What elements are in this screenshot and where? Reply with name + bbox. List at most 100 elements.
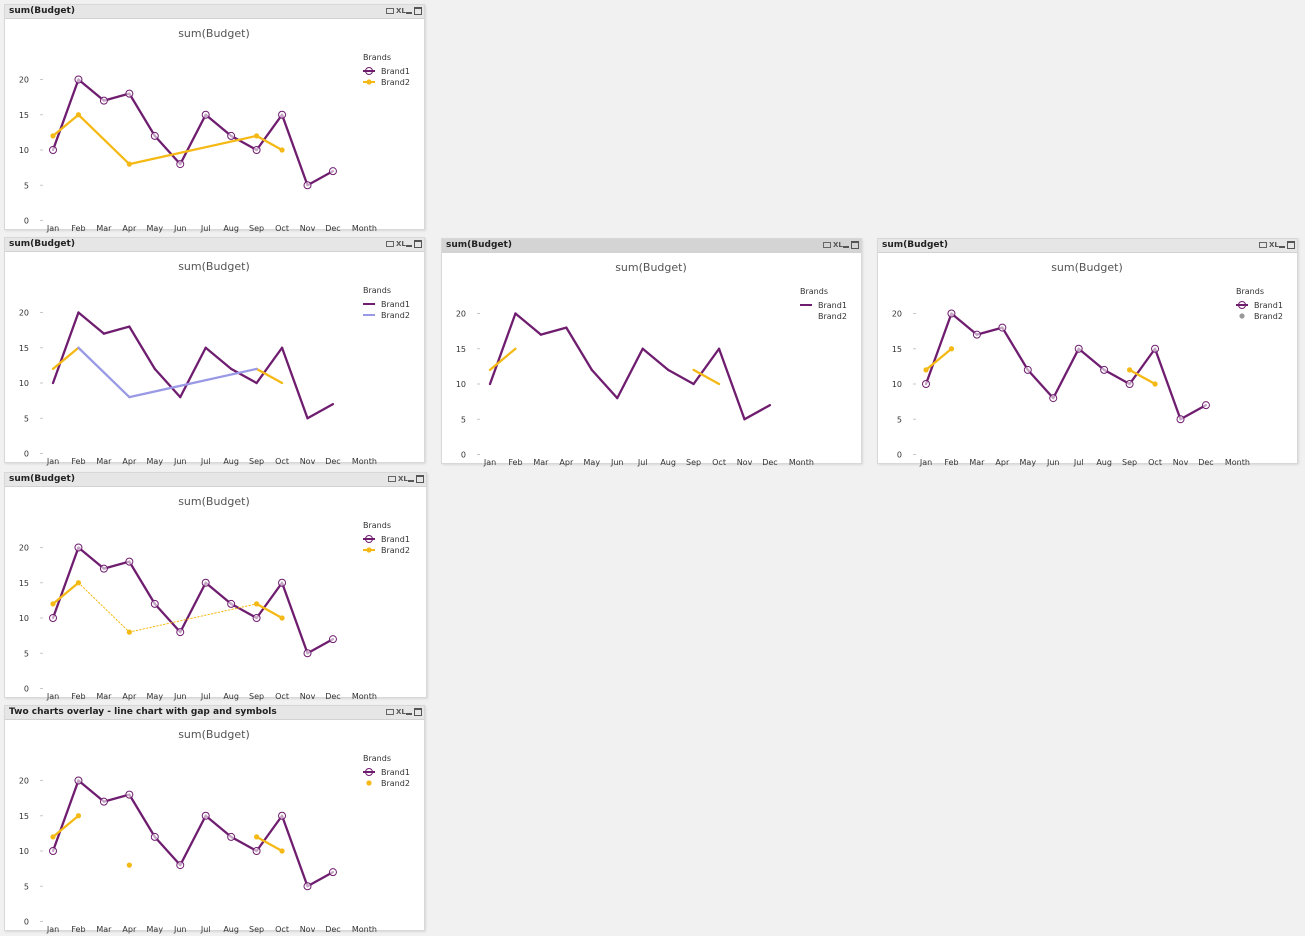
maximize-icon[interactable] — [851, 241, 859, 249]
panel-caption[interactable]: sum(Budget) XL — [5, 473, 426, 487]
chart-panel-1[interactable]: sum(Budget) XL sum(Budget) 0 5 10 15 20 Jan Feb… — [4, 4, 426, 233]
data-point-marker — [252, 614, 261, 622]
line-chart[interactable]: sum(Budget) 0 5 10 15 20 Jan Feb Mar Apr May Jun Jul… — [878, 253, 1299, 467]
series-line-segment — [204, 581, 233, 606]
series-line-segment — [924, 347, 953, 372]
series-line-segment — [51, 78, 80, 152]
excel-export-icon[interactable]: XL — [396, 7, 406, 15]
minimize-icon[interactable] — [1278, 241, 1286, 249]
x-tick-label: Aug — [1096, 458, 1112, 467]
print-icon[interactable] — [823, 242, 831, 248]
series-line-segment — [641, 347, 670, 372]
line-chart[interactable]: sum(Budget) 0 5 10 15 20 Jan Feb Mar Apr May Jun Jul… — [5, 487, 428, 701]
panel-caption[interactable]: sum(Budget) XL — [5, 5, 424, 19]
series-line-segment — [280, 113, 309, 187]
x-tick-label: Jan — [46, 224, 59, 233]
minimize-icon[interactable] — [407, 475, 415, 483]
excel-export-icon[interactable]: XL — [396, 240, 406, 248]
print-icon[interactable] — [388, 476, 396, 482]
data-point-marker — [1176, 415, 1185, 424]
print-icon[interactable] — [386, 8, 394, 14]
chart-panel-2[interactable]: sum(Budget) XL sum(Budget) 0 5 10 15 20 Jan Feb… — [4, 237, 426, 466]
series-line-segment — [280, 814, 309, 888]
line-chart[interactable]: sum(Budget) 0 5 10 15 20 Jan Feb Mar Apr May Jun Jul… — [442, 253, 863, 467]
excel-export-icon[interactable]: XL — [833, 241, 843, 249]
maximize-icon[interactable] — [1287, 241, 1295, 249]
minimize-icon[interactable] — [405, 708, 413, 716]
series-line-segment — [102, 92, 131, 102]
panel-caption[interactable]: sum(Budget) XL — [442, 239, 861, 253]
minimize-icon[interactable] — [405, 240, 413, 248]
legend-label: Brand1 — [818, 301, 847, 310]
x-tick-label: Oct — [275, 692, 289, 701]
panel-caption[interactable]: sum(Budget) XL — [5, 238, 424, 252]
data-point-marker — [1100, 365, 1109, 374]
chart-panel-4[interactable]: sum(Budget) XL sum(Budget) 0 5 10 15 20 Jan Feb… — [877, 238, 1299, 467]
data-point-marker — [278, 811, 287, 820]
x-tick-label: Feb — [944, 458, 958, 467]
maximize-icon[interactable] — [414, 240, 422, 248]
panel-caption[interactable]: sum(Budget) XL — [878, 239, 1297, 253]
data-point-marker — [99, 96, 108, 105]
series-line-segment — [717, 347, 746, 421]
series-line-segment — [153, 367, 182, 399]
series-line-segment — [590, 368, 619, 400]
y-tick-label: 10 — [19, 614, 29, 623]
line-chart[interactable]: sum(Budget) 0 5 10 15 20 Jan Feb Mar Apr May Jun Jul… — [5, 19, 426, 233]
x-tick-label: Jan — [46, 457, 59, 466]
line-chart[interactable]: sum(Budget) 0 5 10 15 20 Jan Feb Mar Apr May Jun Jul… — [5, 720, 426, 934]
series-line-segment — [153, 835, 182, 867]
maximize-icon[interactable] — [414, 708, 422, 716]
y-tick-label: 0 — [24, 450, 29, 459]
chart-panel-3[interactable]: sum(Budget) XL sum(Budget) 0 5 10 15 20 Jan Feb… — [441, 238, 863, 467]
x-tick-label: May — [1020, 458, 1037, 467]
panel-caption[interactable]: Two charts overlay - line chart with gap… — [5, 706, 424, 720]
x-tick-label: Mar — [96, 224, 112, 233]
x-tick-label: Dec — [762, 458, 777, 467]
series-line-segment — [179, 113, 207, 166]
legend-label: Brand1 — [381, 535, 410, 544]
data-point-marker — [74, 543, 83, 552]
data-point-marker — [1127, 367, 1133, 373]
excel-export-icon[interactable]: XL — [1269, 241, 1279, 249]
series-line-segment — [128, 793, 156, 839]
series-line-segment — [229, 835, 258, 853]
y-tick-label: 20 — [456, 310, 466, 319]
series-line-segment — [1153, 347, 1182, 421]
data-point-marker — [49, 847, 57, 855]
print-icon[interactable] — [1259, 242, 1267, 248]
series-line-segment — [255, 346, 284, 385]
x-tick-label: Jan — [46, 925, 59, 934]
y-tick-label: 5 — [24, 181, 29, 190]
series-line-segment — [692, 347, 721, 386]
series-line-segment — [51, 311, 80, 385]
maximize-icon[interactable] — [414, 7, 422, 15]
line-chart[interactable]: sum(Budget) 0 5 10 15 20 Jan Feb Mar Apr May Jun Jul… — [5, 252, 426, 466]
maximize-icon[interactable] — [416, 475, 424, 483]
excel-export-icon[interactable]: XL — [396, 708, 406, 716]
data-point-marker — [303, 649, 312, 658]
data-point-marker — [998, 323, 1007, 332]
series-line-segment — [102, 325, 131, 335]
legend-label: Brand1 — [381, 768, 410, 777]
series-line-segment — [1001, 326, 1029, 372]
series-gap-line — [128, 367, 258, 399]
data-point-marker — [75, 112, 82, 118]
legend-title: Brands — [363, 521, 391, 530]
series-line-segment — [51, 814, 80, 839]
series-line-segment — [255, 134, 284, 152]
data-point-marker — [49, 614, 57, 622]
chart-panel-5[interactable]: sum(Budget) XL sum(Budget) 0 5 10 15 20 Jan Feb… — [4, 472, 428, 701]
minimize-icon[interactable] — [842, 241, 850, 249]
x-tick-label: Feb — [71, 224, 85, 233]
minimize-icon[interactable] — [405, 7, 413, 15]
x-tick-label: Oct — [275, 224, 289, 233]
chart-panel-6[interactable]: Two charts overlay - line chart with gap… — [4, 705, 426, 934]
data-point-marker — [201, 578, 210, 587]
x-tick-label: Jan — [483, 458, 496, 467]
x-tick-label: Mar — [96, 692, 112, 701]
x-tick-label: May — [147, 224, 164, 233]
print-icon[interactable] — [386, 709, 394, 715]
print-icon[interactable] — [386, 241, 394, 247]
excel-export-icon[interactable]: XL — [398, 475, 408, 483]
